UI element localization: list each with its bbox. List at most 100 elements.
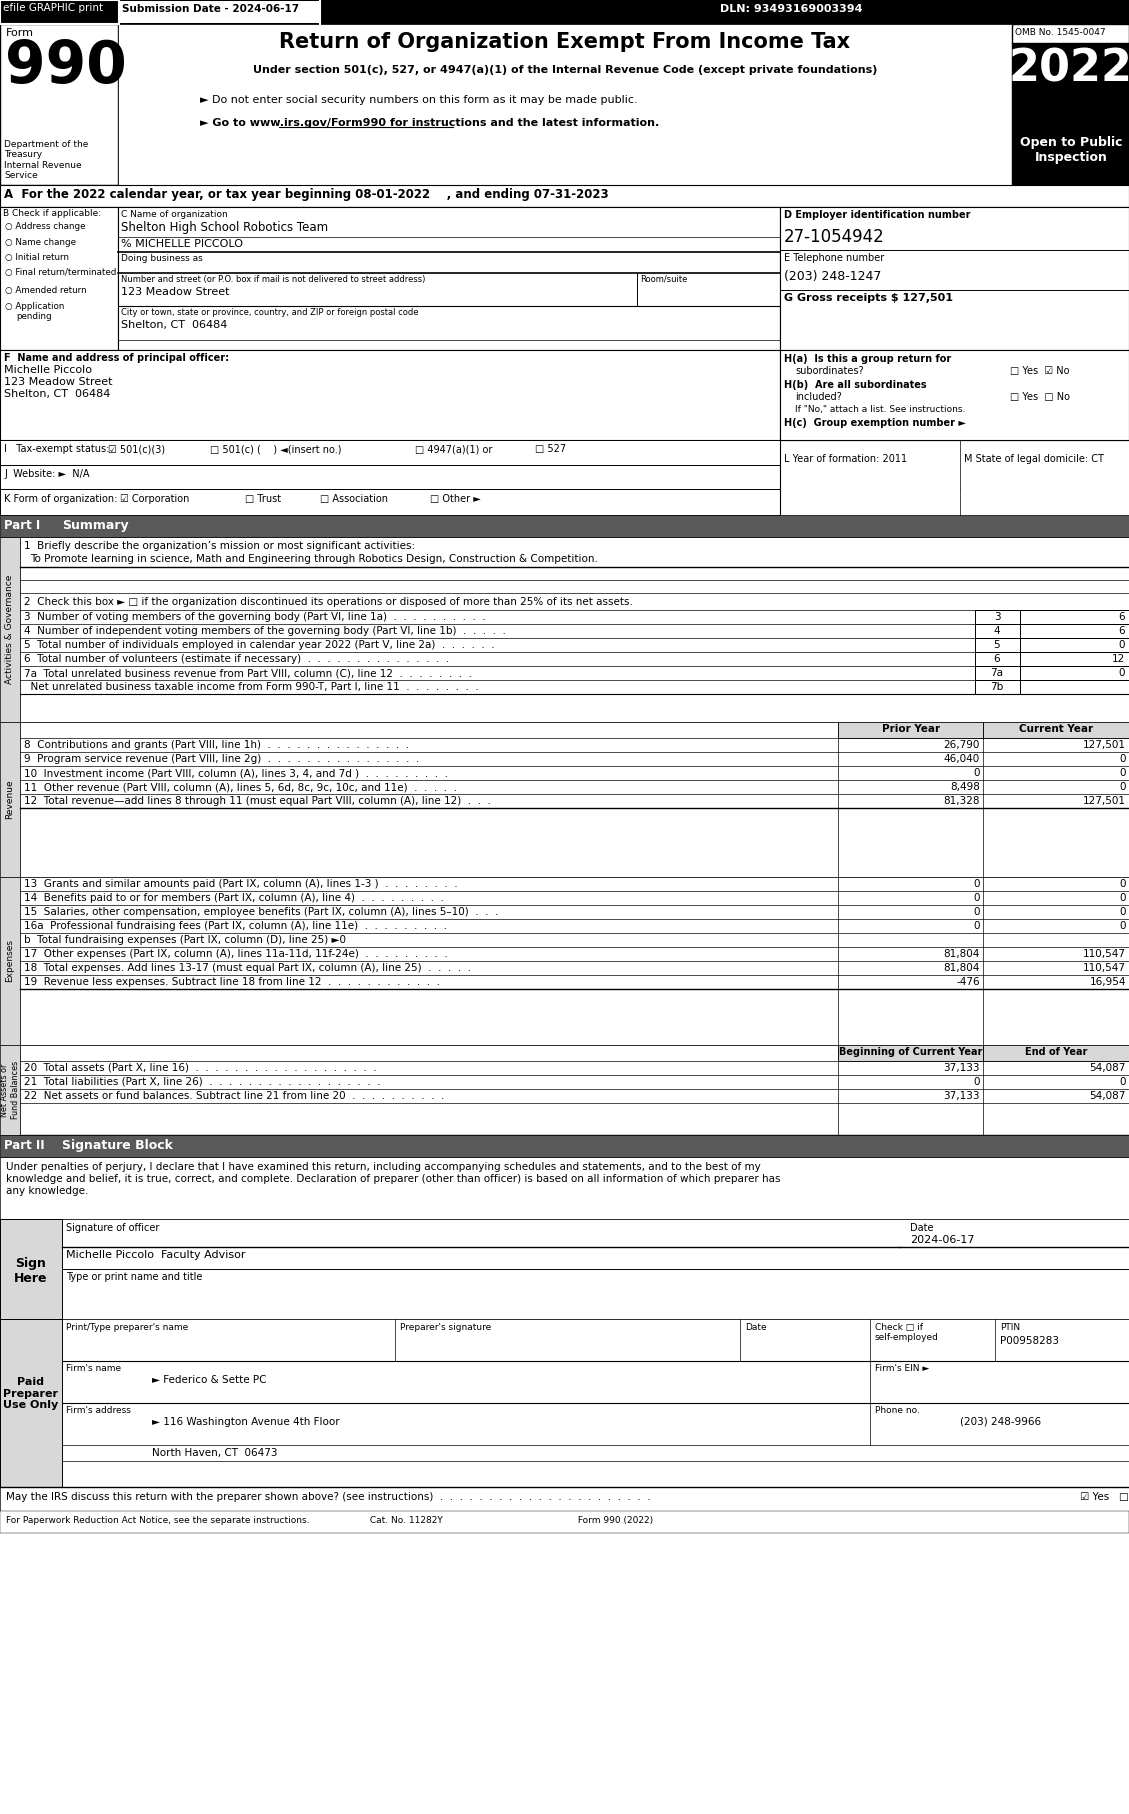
Text: For Paperwork Reduction Act Notice, see the separate instructions.              : For Paperwork Reduction Act Notice, see … — [6, 1517, 653, 1526]
Text: Under penalties of perjury, I declare that I have examined this return, includin: Under penalties of perjury, I declare th… — [6, 1163, 761, 1172]
Text: ○ Amended return: ○ Amended return — [5, 287, 87, 296]
Text: 2022: 2022 — [1009, 47, 1129, 91]
Text: Expenses: Expenses — [6, 940, 15, 983]
Bar — [0, 722, 20, 876]
Text: Summary: Summary — [62, 519, 129, 532]
Text: subordinates?: subordinates? — [795, 366, 864, 375]
Text: City or town, state or province, country, and ZIP or foreign postal code: City or town, state or province, country… — [121, 308, 419, 317]
Text: Shelton, CT  06484: Shelton, CT 06484 — [5, 388, 111, 399]
Bar — [119, 207, 780, 390]
Text: 990: 990 — [5, 38, 126, 94]
Text: 127,501: 127,501 — [1083, 796, 1126, 805]
Text: -476: -476 — [956, 978, 980, 987]
Text: Sign
Here: Sign Here — [15, 1257, 47, 1284]
Text: 2024-06-17: 2024-06-17 — [910, 1235, 974, 1244]
Text: ○ Final return/terminated: ○ Final return/terminated — [5, 268, 116, 278]
Text: 123 Meadow Street: 123 Meadow Street — [5, 377, 113, 386]
Text: To Promote learning in science, Math and Engineering through Robotics Design, Co: To Promote learning in science, Math and… — [30, 553, 598, 564]
Text: Shelton High School Robotics Team: Shelton High School Robotics Team — [121, 221, 329, 234]
Bar — [838, 1045, 983, 1061]
Text: 0: 0 — [1120, 1078, 1126, 1087]
Text: 16,954: 16,954 — [1089, 978, 1126, 987]
Text: efile GRAPHIC print: efile GRAPHIC print — [3, 4, 103, 13]
Text: □ Trust: □ Trust — [245, 493, 281, 504]
Text: 4  Number of independent voting members of the governing body (Part VI, line 1b): 4 Number of independent voting members o… — [24, 626, 506, 637]
Text: □ Association: □ Association — [320, 493, 388, 504]
Text: 13  Grants and similar amounts paid (Part IX, column (A), lines 1-3 )  .  .  .  : 13 Grants and similar amounts paid (Part… — [24, 880, 457, 889]
Text: ○ Application: ○ Application — [5, 301, 64, 310]
Text: Current Year: Current Year — [1019, 724, 1093, 735]
Text: ► Federico & Sette PC: ► Federico & Sette PC — [152, 1375, 266, 1386]
Bar — [975, 624, 1019, 639]
Text: 3: 3 — [994, 611, 1000, 622]
Bar — [0, 350, 1129, 441]
Bar — [0, 515, 1129, 537]
Text: 14  Benefits paid to or for members (Part IX, column (A), line 4)  .  .  .  .  .: 14 Benefits paid to or for members (Part… — [24, 892, 444, 903]
Text: self-employed: self-employed — [875, 1333, 939, 1342]
Bar — [0, 490, 780, 515]
Bar — [1019, 624, 1129, 639]
Bar — [1012, 44, 1129, 129]
Bar — [0, 876, 20, 1045]
Bar — [983, 722, 1129, 738]
Text: included?: included? — [795, 392, 842, 403]
Text: 8  Contributions and grants (Part VIII, line 1h)  .  .  .  .  .  .  .  .  .  .  : 8 Contributions and grants (Part VIII, l… — [24, 740, 409, 749]
Text: 27-1054942: 27-1054942 — [784, 229, 885, 247]
Bar — [20, 1045, 1129, 1136]
Bar — [0, 1219, 62, 1319]
Bar — [975, 639, 1019, 651]
Text: Submission Date - 2024-06-17: Submission Date - 2024-06-17 — [122, 4, 299, 15]
Bar — [0, 1045, 20, 1136]
Text: 37,133: 37,133 — [944, 1090, 980, 1101]
Text: 5  Total number of individuals employed in calendar year 2022 (Part V, line 2a) : 5 Total number of individuals employed i… — [24, 640, 495, 649]
Bar — [0, 24, 119, 185]
Bar — [975, 610, 1019, 624]
Bar — [0, 0, 1129, 24]
Text: P00958283: P00958283 — [1000, 1335, 1059, 1346]
Text: 21  Total liabilities (Part X, line 26)  .  .  .  .  .  .  .  .  .  .  .  .  .  : 21 Total liabilities (Part X, line 26) .… — [24, 1078, 380, 1087]
Text: 123 Meadow Street: 123 Meadow Street — [121, 287, 229, 297]
Text: 16a  Professional fundraising fees (Part IX, column (A), line 11e)  .  .  .  .  : 16a Professional fundraising fees (Part … — [24, 922, 447, 931]
Text: 0: 0 — [973, 907, 980, 918]
Text: 0: 0 — [973, 880, 980, 889]
Text: Michelle Piccolo  Faculty Advisor: Michelle Piccolo Faculty Advisor — [65, 1250, 245, 1261]
Text: Date: Date — [745, 1322, 767, 1331]
Text: 6: 6 — [1119, 626, 1124, 637]
Text: 0: 0 — [973, 892, 980, 903]
Text: Firm's name: Firm's name — [65, 1364, 121, 1373]
Text: ☑ 501(c)(3): ☑ 501(c)(3) — [108, 444, 165, 454]
Text: □ 501(c) (    ) ◄(insert no.): □ 501(c) ( ) ◄(insert no.) — [210, 444, 341, 454]
Text: knowledge and belief, it is true, correct, and complete. Declaration of preparer: knowledge and belief, it is true, correc… — [6, 1174, 780, 1185]
Text: (203) 248-1247: (203) 248-1247 — [784, 270, 882, 283]
Text: ► Go to www.irs.gov/Form990 for instructions and the latest information.: ► Go to www.irs.gov/Form990 for instruct… — [200, 118, 659, 129]
Text: H(a)  Is this a group return for: H(a) Is this a group return for — [784, 354, 952, 365]
Bar — [1019, 610, 1129, 624]
Text: 0: 0 — [1120, 767, 1126, 778]
Text: K Form of organization:: K Form of organization: — [5, 493, 117, 504]
Text: Number and street (or P.O. box if mail is not delivered to street address): Number and street (or P.O. box if mail i… — [121, 276, 426, 285]
Text: ☑ Corporation: ☑ Corporation — [120, 493, 190, 504]
Text: L Year of formation: 2011: L Year of formation: 2011 — [784, 454, 907, 464]
Text: Check □ if: Check □ if — [875, 1322, 924, 1331]
Text: Print/Type preparer's name: Print/Type preparer's name — [65, 1322, 189, 1331]
Text: Michelle Piccolo: Michelle Piccolo — [5, 365, 91, 375]
Bar — [838, 722, 983, 738]
Text: 7b: 7b — [990, 682, 1004, 691]
Text: Prior Year: Prior Year — [882, 724, 940, 735]
Text: ► Do not enter social security numbers on this form as it may be made public.: ► Do not enter social security numbers o… — [200, 94, 638, 105]
Text: Return of Organization Exempt From Income Tax: Return of Organization Exempt From Incom… — [280, 33, 850, 53]
Text: A  For the 2022 calendar year, or tax year beginning 08-01-2022    , and ending : A For the 2022 calendar year, or tax yea… — [5, 189, 609, 201]
Bar — [0, 1136, 1129, 1157]
Text: F  Name and address of principal officer:: F Name and address of principal officer: — [5, 354, 229, 363]
Bar — [20, 722, 1129, 876]
Bar — [1012, 24, 1129, 185]
Text: 6: 6 — [994, 655, 1000, 664]
Text: Type or print name and title: Type or print name and title — [65, 1272, 202, 1282]
Text: Doing business as: Doing business as — [121, 254, 203, 263]
Text: 81,328: 81,328 — [944, 796, 980, 805]
Bar — [0, 1487, 1129, 1511]
Text: 110,547: 110,547 — [1083, 949, 1126, 960]
Text: % MICHELLE PICCOLO: % MICHELLE PICCOLO — [121, 239, 243, 249]
Text: 0: 0 — [1120, 755, 1126, 764]
Text: 5: 5 — [994, 640, 1000, 649]
